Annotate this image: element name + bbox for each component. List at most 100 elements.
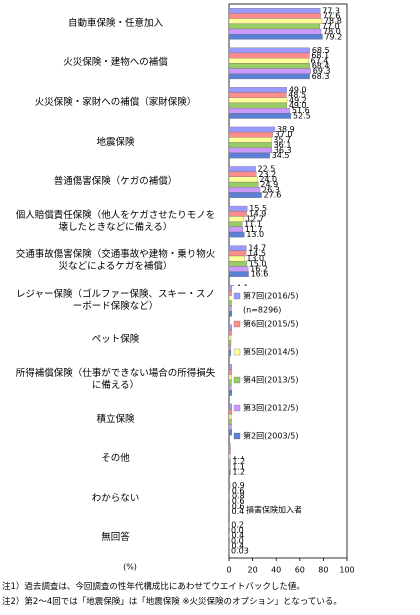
plot-frame bbox=[228, 3, 348, 559]
value-label: 0.0 bbox=[231, 536, 244, 545]
category-label: 積立保険 bbox=[96, 413, 135, 425]
bar bbox=[228, 374, 232, 381]
value-label: 0.2 bbox=[231, 521, 244, 530]
value-label: 16.2 bbox=[250, 265, 268, 274]
bar bbox=[228, 23, 321, 30]
value-label: 49.0 bbox=[289, 101, 307, 110]
x-tick-label: 20 bbox=[248, 566, 258, 575]
value-label: 13.0 bbox=[246, 254, 264, 263]
bar bbox=[228, 369, 233, 375]
value-label: 68.1 bbox=[311, 51, 329, 60]
value-label: 0.4 bbox=[231, 542, 244, 551]
bar bbox=[228, 131, 273, 138]
value-label: 34.5 bbox=[272, 151, 290, 160]
bar bbox=[228, 453, 231, 460]
value-label: 14.5 bbox=[248, 249, 266, 258]
legend-box bbox=[232, 286, 346, 456]
value-label: 68.5 bbox=[312, 46, 330, 55]
bar bbox=[228, 52, 310, 59]
category-label: レジャー保険（ゴルファー保険、スキー・スノーボード保険など） bbox=[15, 288, 216, 312]
bar bbox=[228, 126, 276, 133]
bar bbox=[228, 329, 233, 336]
bar bbox=[228, 192, 262, 198]
legend-swatch bbox=[233, 348, 241, 356]
bar bbox=[228, 469, 231, 475]
value-label: 0.9 bbox=[232, 481, 245, 490]
bar bbox=[228, 403, 232, 410]
bar bbox=[228, 443, 231, 449]
value-label: 78.8 bbox=[324, 17, 342, 26]
bar bbox=[228, 73, 310, 80]
bar bbox=[228, 384, 232, 391]
category-label: 普通傷害保険（ケガの補償） bbox=[53, 176, 178, 188]
value-label: 52.5 bbox=[293, 111, 311, 120]
value-label: 77.6 bbox=[323, 11, 341, 20]
value-label: 68.4 bbox=[312, 61, 330, 70]
value-label: 36.1 bbox=[274, 141, 292, 150]
value-label: 1.1 bbox=[232, 462, 245, 471]
value-label: 15.0 bbox=[249, 259, 267, 268]
bar bbox=[228, 152, 270, 159]
bar bbox=[228, 221, 243, 227]
value-label: 0.0 bbox=[231, 526, 244, 535]
value-label: 1.2 bbox=[232, 468, 245, 477]
category-label: 地震保険 bbox=[96, 136, 135, 148]
bar bbox=[228, 34, 323, 40]
value-label: 67.4 bbox=[311, 56, 329, 65]
bar bbox=[228, 231, 245, 238]
x-tick-label: 0 bbox=[226, 566, 231, 575]
legend-swatch bbox=[233, 404, 241, 412]
bar bbox=[228, 464, 231, 470]
bar bbox=[228, 364, 233, 370]
bar bbox=[228, 488, 230, 494]
bar bbox=[228, 324, 233, 331]
footnote: 注1）過去調査は、今回調査の性年代構成比にあわせてウエイトバックした値。 bbox=[2, 582, 305, 592]
value-label: 14.7 bbox=[248, 244, 266, 253]
category-label: わからない bbox=[91, 492, 140, 504]
value-label: 27.6 bbox=[264, 191, 282, 200]
bar bbox=[228, 335, 232, 341]
bar bbox=[228, 187, 261, 193]
value-label: 51.6 bbox=[292, 106, 310, 115]
x-tick-label: 60 bbox=[295, 566, 305, 575]
legend-swatch bbox=[233, 432, 241, 440]
category-label: ペット保険 bbox=[91, 334, 140, 346]
value-label: 23.2 bbox=[258, 170, 276, 179]
bar bbox=[228, 250, 247, 257]
category-label: 自動車保険・任意加入 bbox=[67, 17, 163, 29]
value-label: 22.5 bbox=[258, 165, 276, 174]
bar bbox=[228, 87, 287, 93]
bar bbox=[228, 147, 272, 154]
value-label: 26.3 bbox=[262, 185, 280, 194]
category-label: 個人賠償責任保険（他人をケガさせたりモノを壊したときなどに備える） bbox=[15, 209, 216, 233]
bar bbox=[228, 205, 248, 212]
bar bbox=[228, 107, 291, 114]
legend-swatch bbox=[233, 292, 241, 300]
legend-swatch bbox=[233, 376, 241, 384]
bar bbox=[228, 181, 259, 188]
bar bbox=[228, 176, 258, 183]
value-label: 77.3 bbox=[322, 6, 340, 15]
value-label: 0.4 bbox=[231, 507, 244, 516]
value-label: 0.4 bbox=[231, 531, 244, 540]
bar bbox=[228, 245, 247, 251]
category-label: 無回答 bbox=[101, 532, 130, 544]
category-label: 所得補償保険（仕事ができない場合の所得損失に備える） bbox=[15, 367, 216, 391]
x-tick-label: 100 bbox=[339, 566, 354, 575]
footnote: 注2）第2～4回では「地震保険」は「地震保険 ※火災保険のオプション」となってい… bbox=[2, 597, 342, 607]
value-label: 68.3 bbox=[312, 72, 330, 81]
x-tick-label: 40 bbox=[271, 566, 281, 575]
bar bbox=[228, 142, 272, 148]
bar bbox=[228, 137, 272, 143]
x-axis-label: (%) bbox=[123, 563, 137, 572]
legend-label: 第6回(2015/5) bbox=[243, 319, 298, 329]
bar bbox=[228, 390, 233, 396]
value-label: 16.6 bbox=[251, 270, 269, 279]
value-label: 36.3 bbox=[274, 146, 292, 155]
value-label: 49.2 bbox=[289, 96, 307, 105]
value-label: 11.7 bbox=[245, 225, 263, 234]
bar bbox=[228, 13, 321, 19]
value-label: 24.9 bbox=[260, 180, 278, 189]
legend-label: 第4回(2013/5) bbox=[243, 375, 298, 385]
